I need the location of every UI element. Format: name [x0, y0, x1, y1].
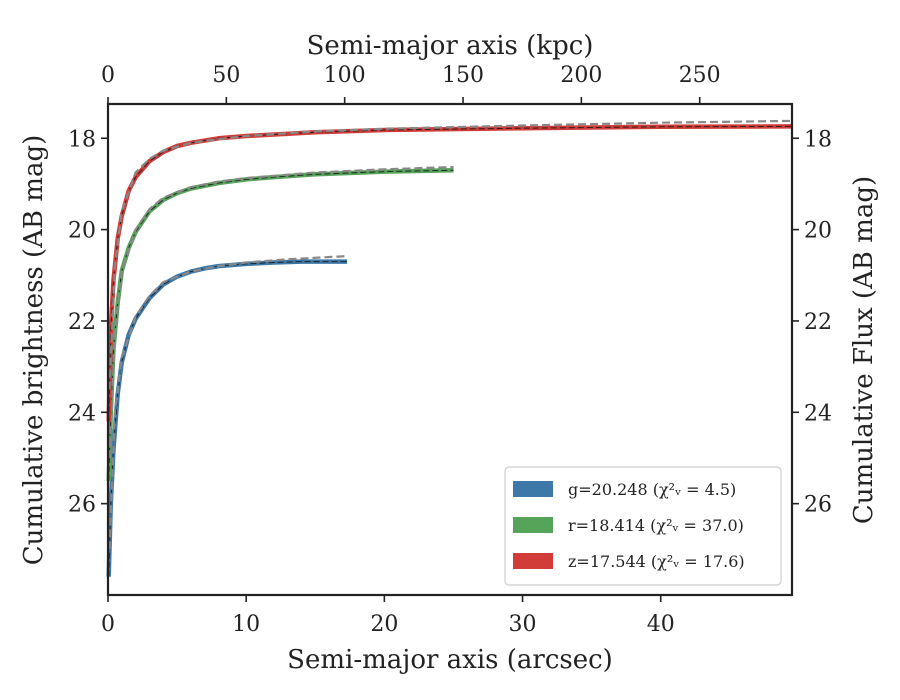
model-line-2	[108, 119, 793, 390]
axes-layer: 0 10 20 30 40 0 50 100 150 200 250 18 18 20 20 22 22 24 24…	[68, 63, 832, 637]
series-band-0	[106, 259, 348, 577]
top-x-tick-label: 200	[560, 63, 602, 88]
right-y-tick-label: 18	[804, 127, 832, 152]
x-axis-label: Semi-major axis (arcsec)	[287, 645, 613, 675]
right-y-tick-label: 26	[804, 493, 832, 518]
legend-label-1: r=18.414 (χ²ᵥ = 37.0)	[568, 516, 744, 535]
right-y-tick-label: 24	[804, 401, 832, 426]
plot-frame	[106, 102, 794, 597]
legend-swatch-2	[513, 553, 553, 569]
labels-layer: Semi-major axis (arcsec) Semi-major axis…	[19, 31, 879, 675]
y-tick-label: 20	[68, 219, 96, 244]
x-tick-label: 40	[647, 612, 675, 637]
legend-label-0: g=20.248 (χ²ᵥ = 4.5)	[568, 480, 736, 499]
right-y-axis-label: Cumulative Flux (AB mag)	[849, 176, 879, 524]
series-1	[106, 165, 454, 481]
right-y-tick-label: 22	[804, 310, 832, 335]
legend-swatch-1	[513, 517, 553, 533]
x-tick-label: 0	[101, 612, 115, 637]
y-tick-label: 22	[68, 310, 96, 335]
series-band-1	[106, 167, 454, 481]
model-line-1	[108, 165, 454, 459]
top-x-axis-label: Semi-major axis (kpc)	[307, 31, 594, 61]
y-axis-label: Cumulative brightness (AB mag)	[19, 135, 49, 566]
top-x-tick-label: 0	[101, 63, 115, 88]
top-x-tick-label: 100	[324, 63, 366, 88]
series-2	[106, 119, 793, 422]
top-x-tick-label: 150	[442, 63, 484, 88]
legend-swatch-0	[513, 481, 553, 497]
x-tick-label: 10	[232, 612, 260, 637]
legend-label-2: z=17.544 (χ²ᵥ = 17.6)	[568, 552, 745, 571]
legend-box	[504, 466, 782, 586]
top-x-tick-label: 250	[679, 63, 721, 88]
right-y-tick-label: 20	[804, 219, 832, 244]
y-tick-label: 18	[68, 127, 96, 152]
model-line-0	[108, 255, 348, 550]
series-0	[106, 255, 348, 577]
series-line-1	[108, 169, 454, 481]
legend: g=20.248 (χ²ᵥ = 4.5) r=18.414 (χ²ᵥ = 37.0…	[504, 466, 782, 586]
y-tick-label: 26	[68, 493, 96, 518]
x-tick-label: 20	[370, 612, 398, 637]
y-tick-label: 24	[68, 401, 96, 426]
top-x-tick-label: 50	[212, 63, 240, 88]
series-layer	[106, 119, 793, 577]
x-tick-label: 30	[509, 612, 537, 637]
